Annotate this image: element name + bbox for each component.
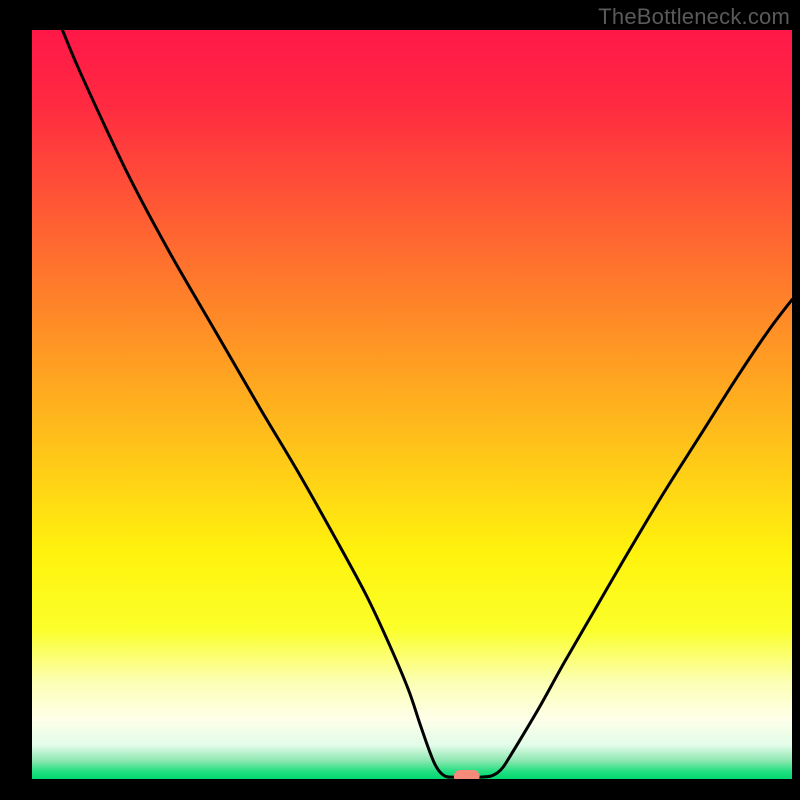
watermark-text: TheBottleneck.com [598, 4, 790, 30]
plot-svg [32, 30, 792, 779]
gradient-background [32, 30, 792, 779]
bottleneck-plot [32, 30, 792, 779]
optimal-marker [454, 770, 480, 779]
chart-frame: TheBottleneck.com [0, 0, 800, 800]
